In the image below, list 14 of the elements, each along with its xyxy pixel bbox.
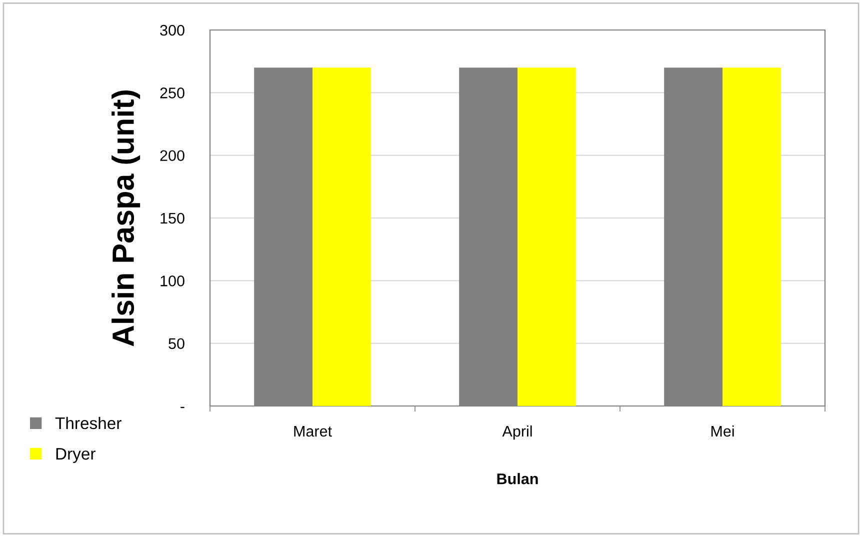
y-tick-label: 200 xyxy=(160,150,184,162)
y-tick-label: 250 xyxy=(160,88,184,98)
y-tick-label: 50 xyxy=(168,338,184,350)
x-tick-label: Mei xyxy=(711,425,734,437)
y-axis-title: Alsin Paspa (unit) xyxy=(112,90,140,346)
y-tick-label: 100 xyxy=(160,276,184,286)
x-tick-label: April xyxy=(502,425,532,440)
x-axis-title: Bulan xyxy=(497,473,538,484)
x-tick-label: Maret xyxy=(294,426,332,437)
y-tick-label: 150 xyxy=(160,212,184,224)
y-tick-label: - xyxy=(180,406,184,408)
legend-label: Thresher xyxy=(55,416,122,430)
legend-label: Dryer xyxy=(56,448,96,463)
y-tick-label: 300 xyxy=(160,24,184,36)
